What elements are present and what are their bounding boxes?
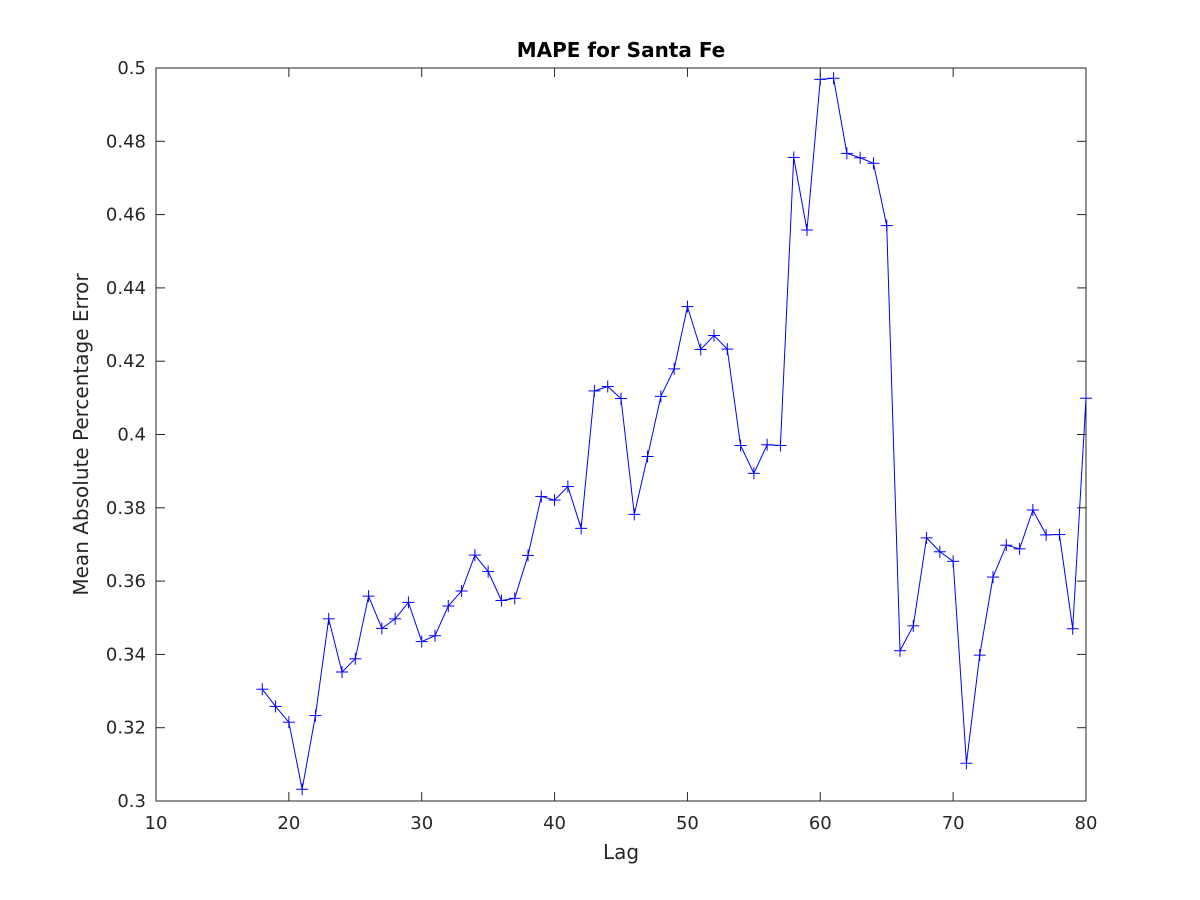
data-point-marker: [947, 555, 960, 568]
x-tick-label: 50: [676, 813, 699, 834]
data-point-marker: [455, 584, 468, 597]
y-axis-ticks: 0.3 0.32 0.34 0.36 0.38 0.4 0.42 0.44 0.46 0.48 0.…: [106, 58, 1086, 812]
plot-area: [155, 67, 1087, 802]
data-point-marker: [694, 343, 707, 356]
y-tick-label: 0.5: [117, 58, 146, 79]
data-point-marker: [721, 343, 734, 356]
data-point-marker: [761, 438, 774, 451]
y-axis-label: Mean Absolute Percentage Error: [69, 273, 93, 596]
data-point-marker: [402, 596, 415, 609]
data-point-marker: [256, 683, 269, 696]
data-point-marker: [747, 467, 760, 480]
data-point-marker: [668, 362, 681, 375]
data-point-marker: [349, 652, 362, 665]
data-point-marker: [1013, 542, 1026, 555]
data-point-marker: [933, 545, 946, 558]
data-point-marker: [269, 700, 282, 713]
data-point-marker: [389, 612, 402, 625]
data-point-marker: [429, 629, 441, 642]
data-point-marker: [801, 223, 813, 236]
data-point-marker: [654, 390, 667, 403]
data-point-marker: [1000, 539, 1013, 552]
y-tick-label: 0.32: [106, 718, 146, 739]
data-point-marker: [708, 329, 720, 342]
data-point-marker: [561, 480, 574, 493]
data-point-marker: [854, 151, 867, 164]
y-tick-label: 0.48: [106, 131, 146, 152]
data-point-marker: [1066, 622, 1079, 635]
data-point-marker: [375, 622, 388, 635]
data-point-marker: [867, 157, 880, 170]
x-tick-label: 30: [410, 813, 433, 834]
data-point-marker: [508, 592, 521, 605]
x-tick-label: 70: [942, 813, 965, 834]
data-point-marker: [1026, 503, 1039, 516]
data-point-marker: [296, 783, 309, 796]
data-point-marker: [973, 649, 986, 662]
data-point-marker: [814, 73, 827, 86]
data-point-marker: [628, 508, 641, 521]
y-tick-label: 0.42: [106, 351, 146, 372]
data-point-marker: [880, 219, 893, 232]
x-axis-ticks: 10 20 30 40 50 60 70 80: [145, 68, 1098, 834]
data-point-marker: [1053, 528, 1066, 541]
data-point-marker: [535, 490, 548, 503]
data-point-marker: [468, 549, 481, 562]
y-tick-label: 0.36: [106, 571, 146, 592]
data-point-marker: [774, 439, 787, 452]
data-point-marker: [309, 709, 322, 722]
y-tick-label: 0.4: [117, 425, 146, 446]
data-point-marker: [734, 439, 747, 452]
y-tick-label: 0.44: [106, 278, 146, 299]
x-tick-label: 10: [145, 813, 168, 834]
data-point-marker: [336, 665, 348, 678]
data-point-marker: [641, 450, 654, 463]
data-point-marker: [827, 72, 840, 85]
data-point-marker: [787, 151, 800, 164]
x-tick-label: 40: [543, 813, 566, 834]
data-point-marker: [442, 600, 455, 613]
data-point-marker: [681, 300, 694, 313]
data-point-marker: [575, 522, 588, 535]
x-tick-label: 80: [1075, 813, 1098, 834]
data-series: [256, 72, 1092, 796]
data-point-marker: [548, 494, 561, 507]
data-point-marker: [960, 757, 973, 770]
y-tick-label: 0.34: [106, 644, 146, 665]
y-tick-label: 0.3: [117, 791, 146, 812]
data-point-marker: [282, 716, 295, 729]
data-point-marker: [601, 380, 614, 393]
data-point-marker: [362, 590, 375, 603]
data-point-marker: [495, 594, 508, 607]
data-point-marker: [482, 565, 495, 578]
y-tick-label: 0.46: [106, 205, 146, 226]
data-point-marker: [1080, 392, 1092, 405]
x-tick-label: 60: [809, 813, 832, 834]
data-point-marker: [894, 644, 906, 657]
data-point-marker: [588, 384, 601, 397]
x-axis-label: Lag: [603, 840, 639, 864]
data-point-marker: [920, 531, 933, 544]
data-point-marker: [522, 549, 534, 562]
data-point-marker: [1040, 528, 1053, 541]
data-point-marker: [907, 619, 920, 632]
data-point-marker: [415, 635, 428, 648]
chart-title: MAPE for Santa Fe: [517, 38, 726, 62]
data-point-marker: [322, 612, 335, 625]
x-tick-label: 20: [277, 813, 300, 834]
data-point-marker: [840, 147, 853, 160]
data-point-marker: [987, 571, 999, 584]
data-point-marker: [615, 392, 627, 405]
y-tick-label: 0.38: [106, 498, 146, 519]
